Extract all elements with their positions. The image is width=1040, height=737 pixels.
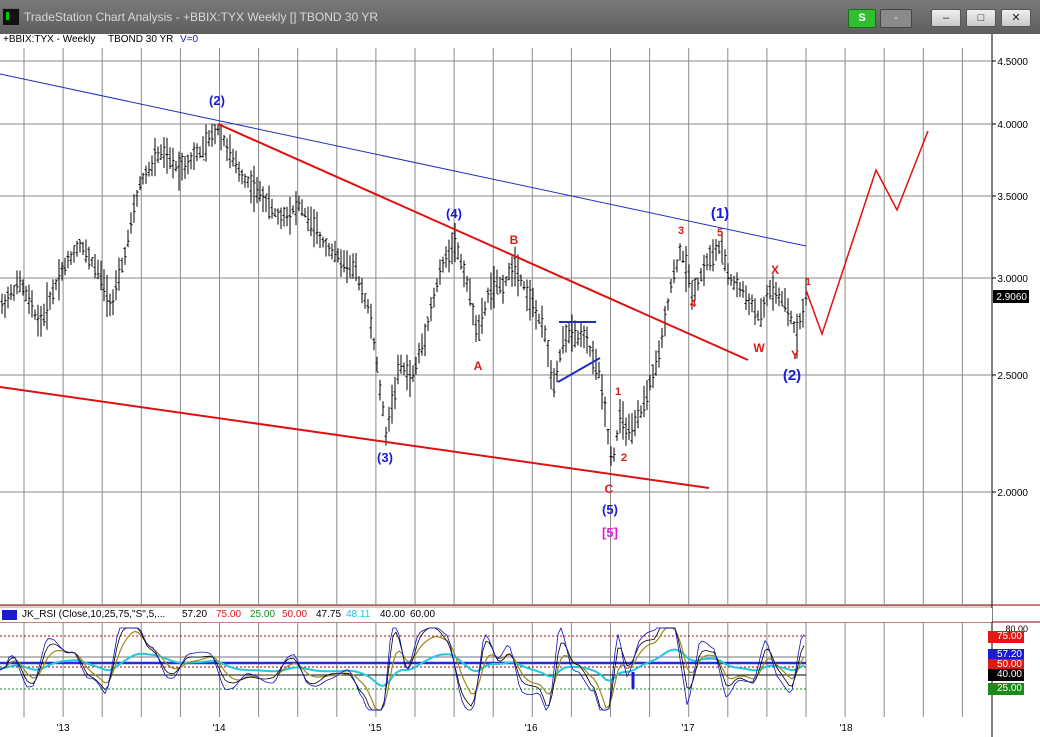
rsi-signal-line: [0, 648, 805, 687]
strategy-s-button[interactable]: S: [848, 9, 876, 28]
wave-label-5-bracket: [5]: [602, 525, 618, 540]
price-axis-bg: [992, 34, 1040, 737]
title-bar: TradeStation Chart Analysis - +BBIX:TYX …: [0, 0, 1040, 34]
indicator-name[interactable]: JK_RSI (Close,10,25,75,"S",5,...: [22, 609, 166, 620]
wave-label-3-major: (3): [377, 450, 393, 465]
indicator-v6: 48.11: [346, 609, 371, 620]
wave-label-sub3: 3: [678, 225, 684, 237]
rsi-axis-80: 80.00: [1005, 624, 1028, 634]
red-downtrend-line: [217, 123, 749, 361]
price-axis: 4.5000 4.0000 3.5000 3.0000 2.5000 2.000…: [992, 57, 1029, 499]
red-lower-channel-line: [0, 386, 710, 489]
rsi-tag-50: 50.00: [988, 659, 1024, 671]
wave-label-4-major: (4): [446, 206, 462, 221]
wave-label-y: Y: [791, 348, 799, 362]
rsi-raw-line: [0, 627, 805, 711]
price-panel: [0, 34, 992, 605]
rsi-tag-40: 40.00: [988, 669, 1024, 681]
rsi-tag-57: 57.20: [988, 649, 1024, 661]
wave-label-sub4: 4: [690, 298, 697, 310]
indicator-v5: 47.75: [316, 609, 342, 620]
wave-label-2-major: (2): [209, 93, 225, 108]
time-tick-3: '16: [524, 723, 537, 734]
current-price-tag: [993, 290, 1029, 303]
wave-label-sub5: 5: [717, 227, 723, 239]
time-tick-0: '13: [56, 723, 69, 734]
symbol-description: TBOND 30 YR: [108, 34, 174, 45]
wave-label-5-major: (5): [602, 502, 618, 517]
price-tick-0: 4.5000: [997, 57, 1028, 68]
rsi-tag-25: 25.00: [988, 683, 1024, 695]
wave-label-2-new: (2): [783, 367, 801, 384]
indicator-v8: 60.00: [410, 609, 436, 620]
price-tick-1: 4.0000: [997, 120, 1028, 131]
indicator-v4: 50.00: [282, 609, 308, 620]
price-tick-5: 2.0000: [997, 488, 1028, 499]
restore-button[interactable]: □: [966, 9, 996, 27]
wave-label-x: X: [771, 263, 779, 277]
symbol-volume: V=0: [180, 34, 199, 45]
indicator-v3: 25.00: [250, 609, 276, 620]
close-button[interactable]: ✕: [1001, 9, 1031, 27]
wave-label-sub1: 1: [615, 386, 621, 398]
price-tick-2: 3.5000: [997, 192, 1028, 203]
indicator-icon: [2, 610, 17, 620]
vertical-gridlines: [23, 48, 963, 717]
wave-label-one-small: 1: [805, 277, 811, 288]
horizontal-gridlines: [0, 60, 992, 493]
time-tick-2: '15: [368, 723, 381, 734]
price-tick-4: 2.5000: [997, 371, 1028, 382]
minimize-button[interactable]: –: [931, 9, 961, 27]
time-tick-4: '17: [681, 723, 694, 734]
time-tick-5: '18: [839, 723, 852, 734]
projection-path: [805, 130, 929, 337]
indicator-v7: 40.00: [380, 609, 406, 620]
wave-label-a: A: [474, 359, 483, 373]
wave-label-b: B: [510, 233, 519, 247]
app-icon: [2, 8, 20, 26]
triangle-bottom-line: [557, 357, 601, 383]
price-bars: [0, 123, 808, 466]
wave-label-w: W: [753, 341, 765, 355]
wave-label-1-new: (1): [711, 205, 729, 222]
indicator-v2: 75.00: [216, 609, 242, 620]
rsi-tag-75: 75.00: [988, 631, 1024, 643]
chart-area: 4.5000 4.0000 3.5000 3.0000 2.5000 2.000…: [0, 34, 1040, 737]
rsi-indicator: 80.00: [0, 624, 1028, 711]
symbol-bar: +BBIX:TYX - Weekly TBOND 30 YR V=0: [0, 34, 992, 48]
symbol-name: +BBIX:TYX - Weekly: [3, 34, 96, 45]
window-title: TradeStation Chart Analysis - +BBIX:TYX …: [24, 10, 379, 24]
time-axis-bg: [0, 717, 992, 737]
wave-label-sub2: 2: [621, 452, 627, 464]
indicator-legend: JK_RSI (Close,10,25,75,"S",5,... 57.20 7…: [0, 608, 992, 622]
current-price: 2.9060: [996, 292, 1027, 303]
dash-menu-button[interactable]: -: [880, 9, 912, 28]
time-tick-1: '14: [212, 723, 225, 734]
blue-upper-trendline: [0, 73, 807, 247]
price-tick-3: 3.0000: [997, 274, 1028, 285]
time-axis: '13 '14 '15 '16 '17 '18: [56, 723, 852, 734]
wave-label-c: C: [605, 482, 614, 496]
indicator-v1: 57.20: [182, 609, 208, 620]
